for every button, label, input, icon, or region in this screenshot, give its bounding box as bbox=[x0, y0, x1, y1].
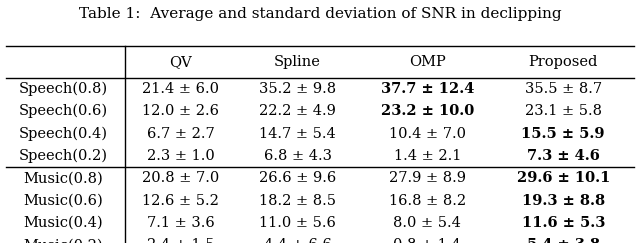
Text: Speech(0.8): Speech(0.8) bbox=[19, 82, 108, 96]
Text: 27.9 ± 8.9: 27.9 ± 8.9 bbox=[388, 171, 466, 185]
Text: 18.2 ± 8.5: 18.2 ± 8.5 bbox=[259, 194, 336, 208]
Text: 29.6 ± 10.1: 29.6 ± 10.1 bbox=[516, 171, 610, 185]
Text: Table 1:  Average and standard deviation of SNR in declipping: Table 1: Average and standard deviation … bbox=[79, 7, 561, 21]
Text: 4.4 ± 6.6: 4.4 ± 6.6 bbox=[264, 238, 332, 243]
Text: 35.2 ± 9.8: 35.2 ± 9.8 bbox=[259, 82, 336, 96]
Text: 5.4 ± 3.8: 5.4 ± 3.8 bbox=[527, 238, 600, 243]
Text: 35.5 ± 8.7: 35.5 ± 8.7 bbox=[525, 82, 602, 96]
Text: Music(0.4): Music(0.4) bbox=[24, 216, 103, 230]
Text: Spline: Spline bbox=[274, 55, 321, 69]
Text: 6.7 ± 2.7: 6.7 ± 2.7 bbox=[147, 127, 214, 141]
Text: 19.3 ± 8.8: 19.3 ± 8.8 bbox=[522, 194, 605, 208]
Text: 1.4 ± 2.1: 1.4 ± 2.1 bbox=[394, 149, 461, 163]
Text: 7.1 ± 3.6: 7.1 ± 3.6 bbox=[147, 216, 214, 230]
Text: Proposed: Proposed bbox=[529, 55, 598, 69]
Text: 8.0 ± 5.4: 8.0 ± 5.4 bbox=[393, 216, 461, 230]
Text: 14.7 ± 5.4: 14.7 ± 5.4 bbox=[259, 127, 336, 141]
Text: 2.4 ± 1.5: 2.4 ± 1.5 bbox=[147, 238, 214, 243]
Text: 37.7 ± 12.4: 37.7 ± 12.4 bbox=[381, 82, 474, 96]
Text: 20.8 ± 7.0: 20.8 ± 7.0 bbox=[142, 171, 220, 185]
Text: Music(0.2): Music(0.2) bbox=[24, 238, 103, 243]
Text: OMP: OMP bbox=[409, 55, 445, 69]
Text: 16.8 ± 8.2: 16.8 ± 8.2 bbox=[388, 194, 466, 208]
Text: 21.4 ± 6.0: 21.4 ± 6.0 bbox=[142, 82, 220, 96]
Text: 6.8 ± 4.3: 6.8 ± 4.3 bbox=[264, 149, 332, 163]
Text: 15.5 ± 5.9: 15.5 ± 5.9 bbox=[522, 127, 605, 141]
Text: 22.2 ± 4.9: 22.2 ± 4.9 bbox=[259, 104, 336, 118]
Text: 12.6 ± 5.2: 12.6 ± 5.2 bbox=[142, 194, 220, 208]
Text: 12.0 ± 2.6: 12.0 ± 2.6 bbox=[142, 104, 220, 118]
Text: 23.1 ± 5.8: 23.1 ± 5.8 bbox=[525, 104, 602, 118]
Text: 11.0 ± 5.6: 11.0 ± 5.6 bbox=[259, 216, 336, 230]
Text: 7.3 ± 4.6: 7.3 ± 4.6 bbox=[527, 149, 600, 163]
Text: 26.6 ± 9.6: 26.6 ± 9.6 bbox=[259, 171, 336, 185]
Text: 2.3 ± 1.0: 2.3 ± 1.0 bbox=[147, 149, 214, 163]
Text: Speech(0.2): Speech(0.2) bbox=[19, 149, 108, 163]
Text: Music(0.6): Music(0.6) bbox=[23, 194, 103, 208]
Text: QV: QV bbox=[170, 55, 192, 69]
Text: 0.8 ± 1.4: 0.8 ± 1.4 bbox=[394, 238, 461, 243]
Text: 23.2 ± 10.0: 23.2 ± 10.0 bbox=[381, 104, 474, 118]
Text: 11.6 ± 5.3: 11.6 ± 5.3 bbox=[522, 216, 605, 230]
Text: 10.4 ± 7.0: 10.4 ± 7.0 bbox=[388, 127, 466, 141]
Text: Speech(0.4): Speech(0.4) bbox=[19, 126, 108, 141]
Text: Speech(0.6): Speech(0.6) bbox=[19, 104, 108, 119]
Text: Music(0.8): Music(0.8) bbox=[23, 171, 103, 185]
